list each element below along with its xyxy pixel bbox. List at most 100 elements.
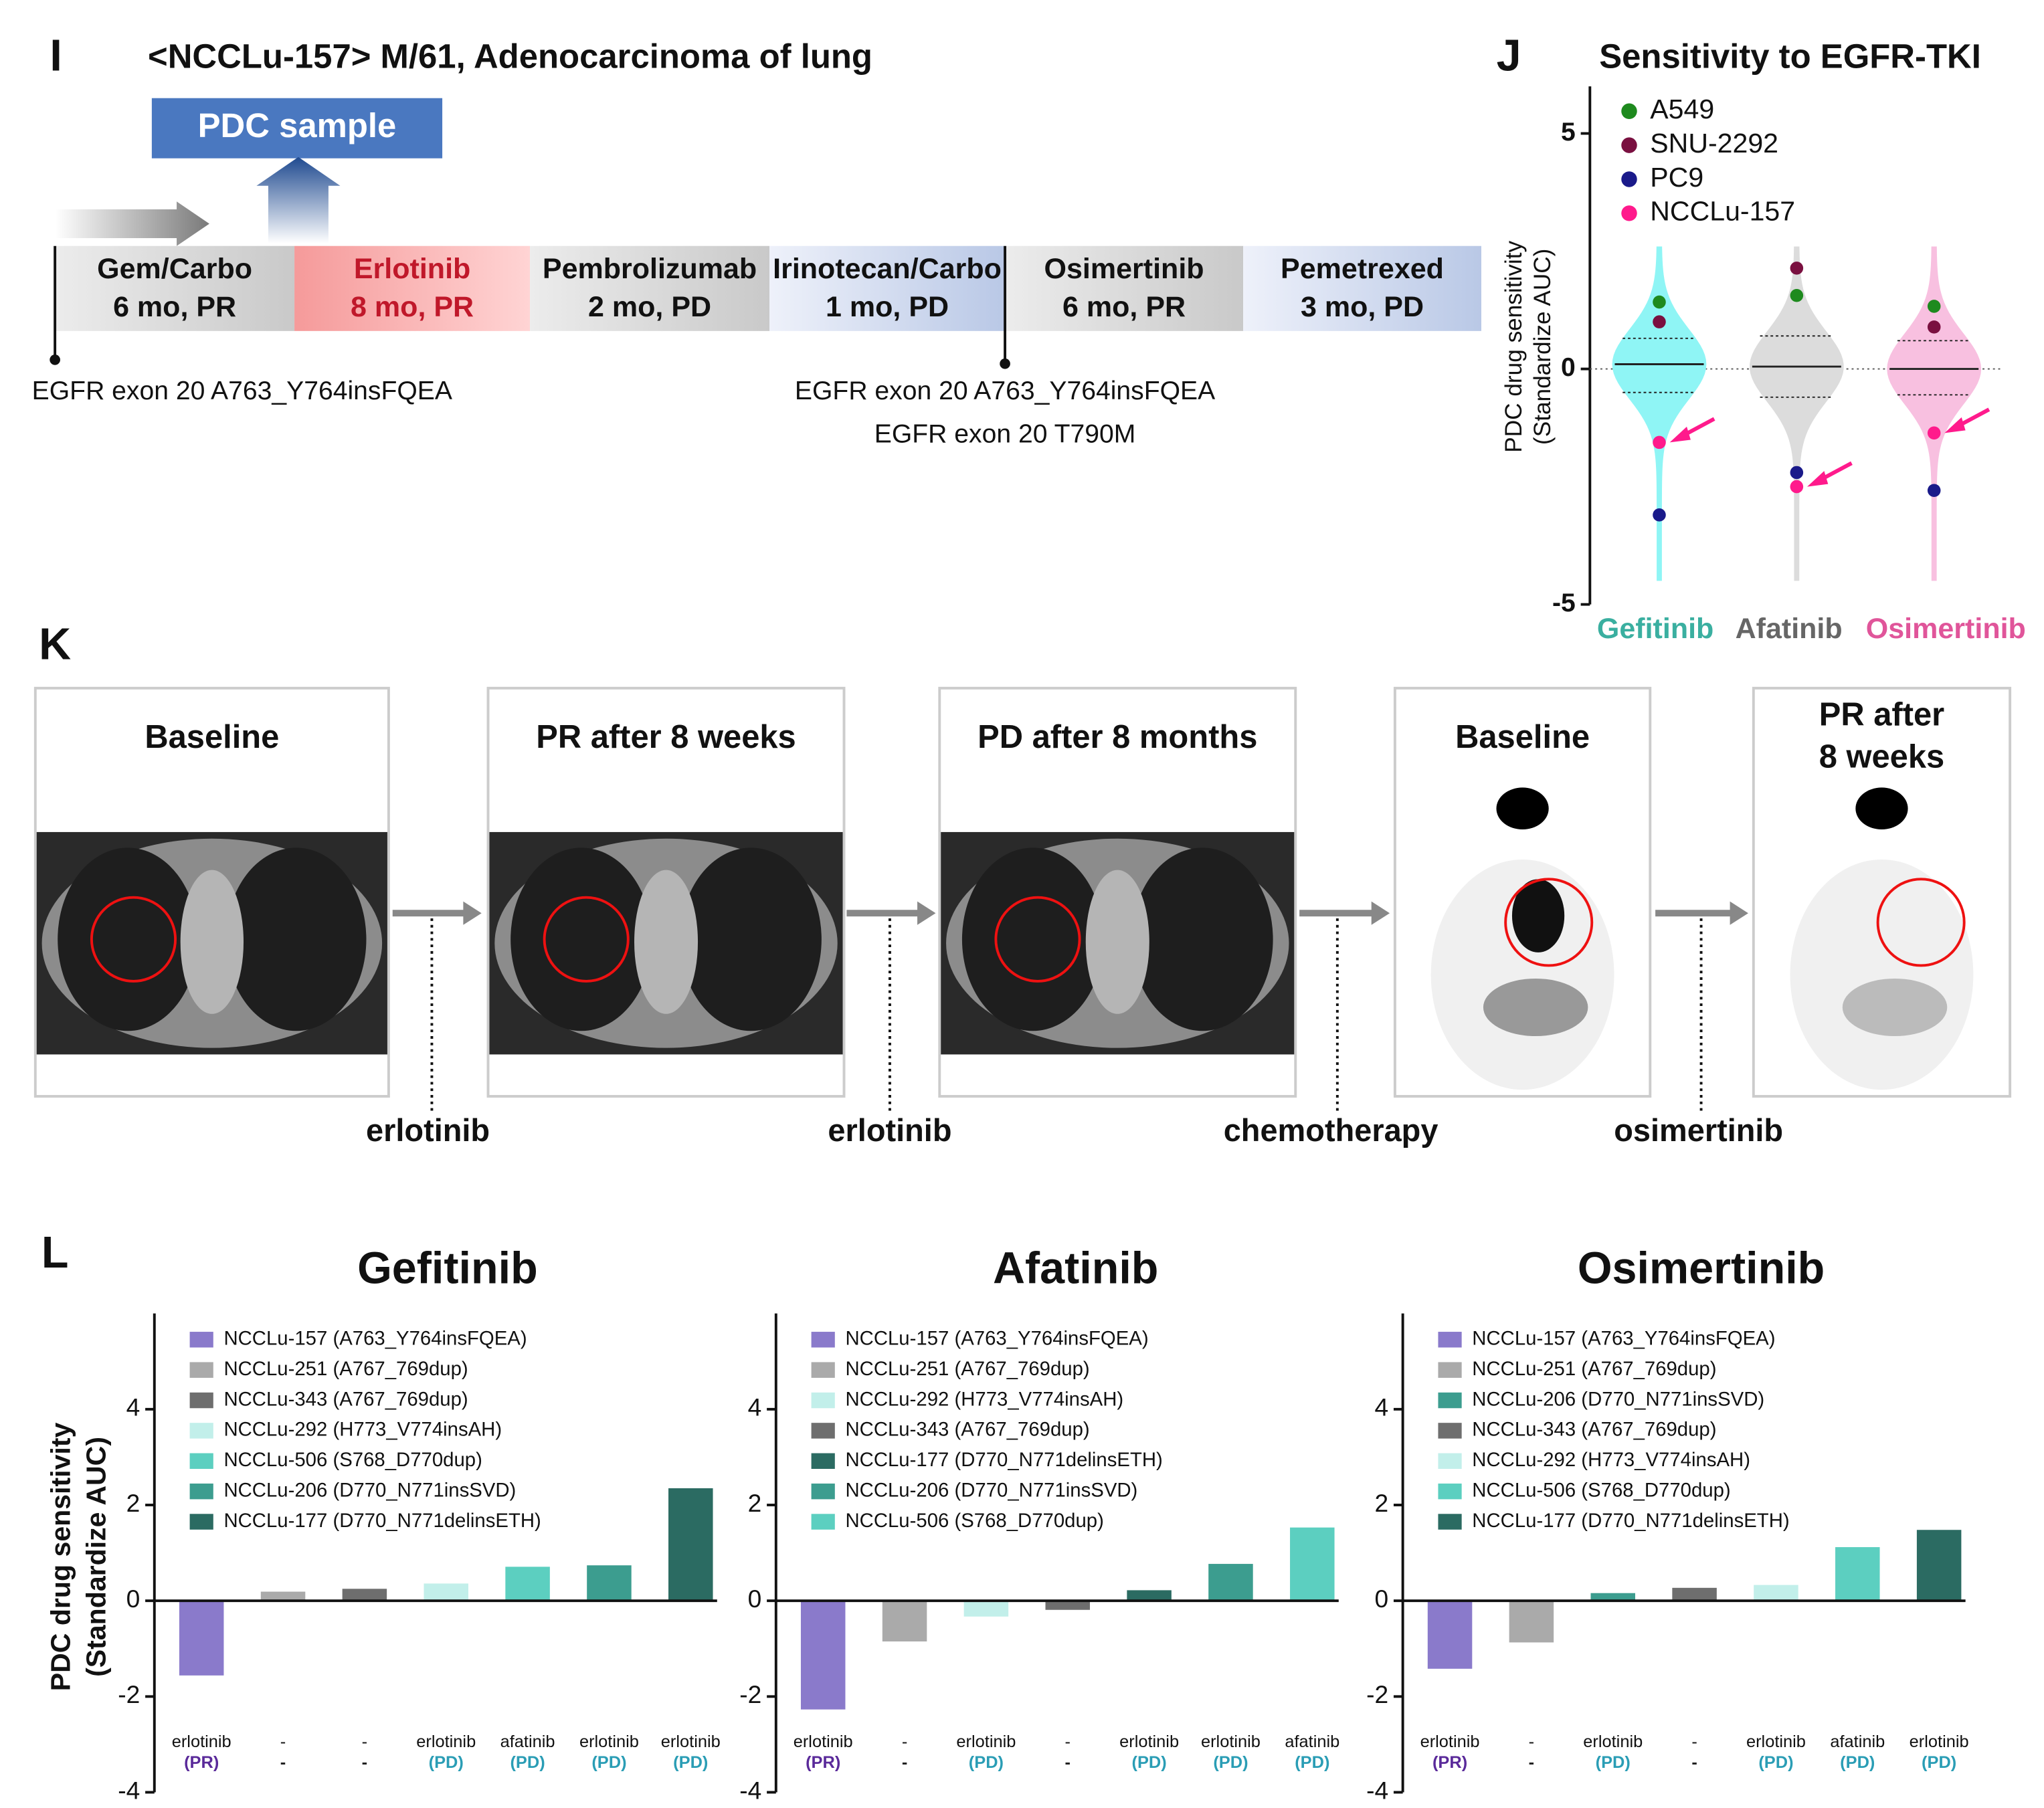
treatment-label: erlotinib (579, 1732, 639, 1751)
treatment-detail: 8 mo, PR (351, 291, 474, 323)
time-arrow (55, 201, 209, 246)
legend-label: NCCLu-292 (H773_V774insAH) (845, 1388, 1123, 1410)
treatment-label: erlotinib (1746, 1732, 1806, 1751)
x-tick-label: Osimertinib (1866, 613, 2026, 645)
treatment-box (294, 245, 531, 331)
scan-title: PD after 8 months (978, 719, 1257, 755)
highlight-arrowhead (1944, 417, 1966, 433)
legend-label: NCCLu-292 (H773_V774insAH) (1472, 1449, 1750, 1471)
bar (668, 1488, 713, 1601)
legend-label: NCCLu-343 (A767_769dup) (1472, 1419, 1716, 1441)
scan-title: PR after 8 weeks (536, 719, 796, 755)
y-tick-label: -2 (1366, 1680, 1388, 1708)
legend-label: NCCLu-506 (S768_D770dup) (845, 1510, 1103, 1532)
ct-lung (225, 847, 367, 1031)
response-label: - (280, 1753, 286, 1772)
treatment-label: - (1691, 1732, 1697, 1751)
ct-mediastinum (1085, 870, 1149, 1014)
legend-swatch (811, 1332, 835, 1348)
treatment-label: afatinib (1830, 1732, 1885, 1751)
legend-label: PC9 (1650, 162, 1703, 193)
y-tick-label: -4 (739, 1776, 761, 1804)
bar (342, 1589, 387, 1601)
response-label: - (1691, 1753, 1697, 1772)
legend-label: NCCLu-157 (1650, 196, 1795, 227)
y-tick-label: -2 (118, 1680, 140, 1708)
y-axis-label: PDC drug sensitivity (45, 1423, 76, 1692)
legend-swatch (189, 1332, 213, 1348)
lesion-circle (543, 896, 630, 983)
x-tick-label: Afatinib (1736, 613, 1843, 645)
y-tick-label: -2 (739, 1680, 761, 1708)
y-tick-label: 2 (126, 1489, 141, 1517)
legend-swatch (811, 1453, 835, 1470)
treatment-label: erlotinib (956, 1732, 1016, 1751)
legend-swatch (189, 1423, 213, 1439)
y-axis-label: (Standardize AUC) (81, 1437, 112, 1677)
response-label: (PD) (1131, 1753, 1166, 1772)
highlight-arrowhead (1669, 426, 1691, 443)
treatment-detail: 2 mo, PD (588, 291, 711, 323)
bar (1672, 1587, 1717, 1601)
treatment-detail: 6 mo, PR (1062, 291, 1186, 323)
treatment-name: Osimertinib (1044, 253, 1204, 285)
scan-arrowhead (1730, 901, 1748, 925)
point (1790, 480, 1804, 494)
lesion-circle (1876, 878, 1966, 967)
mutation: EGFR exon 20 A763_Y764insFQEA (32, 377, 453, 405)
legend-swatch (189, 1362, 213, 1378)
legend-label: NCCLu-343 (A767_769dup) (223, 1388, 468, 1410)
response-label: - (362, 1753, 367, 1772)
legend-marker (1621, 103, 1637, 120)
response-label: (PD) (591, 1753, 626, 1772)
treatment-label: erlotinib (1119, 1732, 1179, 1751)
scan-title: PR after (1819, 697, 1944, 733)
legend-marker (1621, 137, 1637, 153)
response-label: (PD) (673, 1753, 708, 1772)
legend-label: NCCLu-206 (D770_N771insSVD) (845, 1479, 1137, 1501)
y-tick-label: 0 (748, 1585, 762, 1613)
response-label: (PD) (1295, 1753, 1329, 1772)
point (1927, 484, 1941, 498)
treatment-box (55, 245, 295, 331)
bar (424, 1583, 468, 1601)
ct-lung (680, 847, 822, 1031)
x-tick-label: Gefitinib (1597, 613, 1713, 645)
highlight-arrowhead (1806, 471, 1829, 487)
legend-label: NCCLu-506 (S768_D770dup) (1472, 1479, 1730, 1501)
sample-label: PDC sample (198, 106, 397, 144)
pet-organ (1842, 978, 1948, 1037)
y-tick-label: -5 (1552, 589, 1576, 617)
bar (882, 1601, 927, 1642)
bar (1509, 1601, 1554, 1643)
legend-label: NCCLu-177 (D770_N771delinsETH) (845, 1449, 1162, 1471)
chart-title: Sensitivity to EGFR-TKI (1599, 37, 1981, 75)
treatment-label: - (362, 1732, 367, 1751)
response-label: (PR) (1432, 1753, 1467, 1772)
treatment-label: erlotinib (1201, 1732, 1261, 1751)
pet-head (1855, 787, 1908, 830)
treatment-label: - (1065, 1732, 1071, 1751)
treatment-label: chemotherapy (1224, 1113, 1438, 1148)
bar (1127, 1590, 1172, 1601)
treatment-box (1243, 245, 1481, 331)
legend-label: SNU-2292 (1650, 128, 1778, 159)
bar (1208, 1564, 1253, 1601)
treatment-label: erlotinib (366, 1113, 490, 1148)
legend-label: NCCLu-206 (D770_N771insSVD) (1472, 1388, 1764, 1410)
treatment-label: erlotinib (416, 1732, 476, 1751)
y-axis-label: (Standardize AUC) (1529, 249, 1556, 445)
bar (179, 1601, 224, 1676)
scan-title: 8 weeks (1819, 738, 1945, 775)
point (1653, 435, 1666, 449)
timepoint-dot (50, 355, 60, 365)
legend-label: NCCLu-206 (D770_N771insSVD) (223, 1479, 516, 1501)
response-label: (PR) (184, 1753, 219, 1772)
response-label: (PR) (806, 1753, 840, 1772)
legend-swatch (1438, 1423, 1462, 1439)
legend-marker (1621, 205, 1637, 221)
legend-swatch (189, 1453, 213, 1470)
legend-swatch (1438, 1392, 1462, 1409)
ct-lung (961, 847, 1104, 1031)
y-axis-label: PDC drug sensitivity (1501, 241, 1527, 453)
